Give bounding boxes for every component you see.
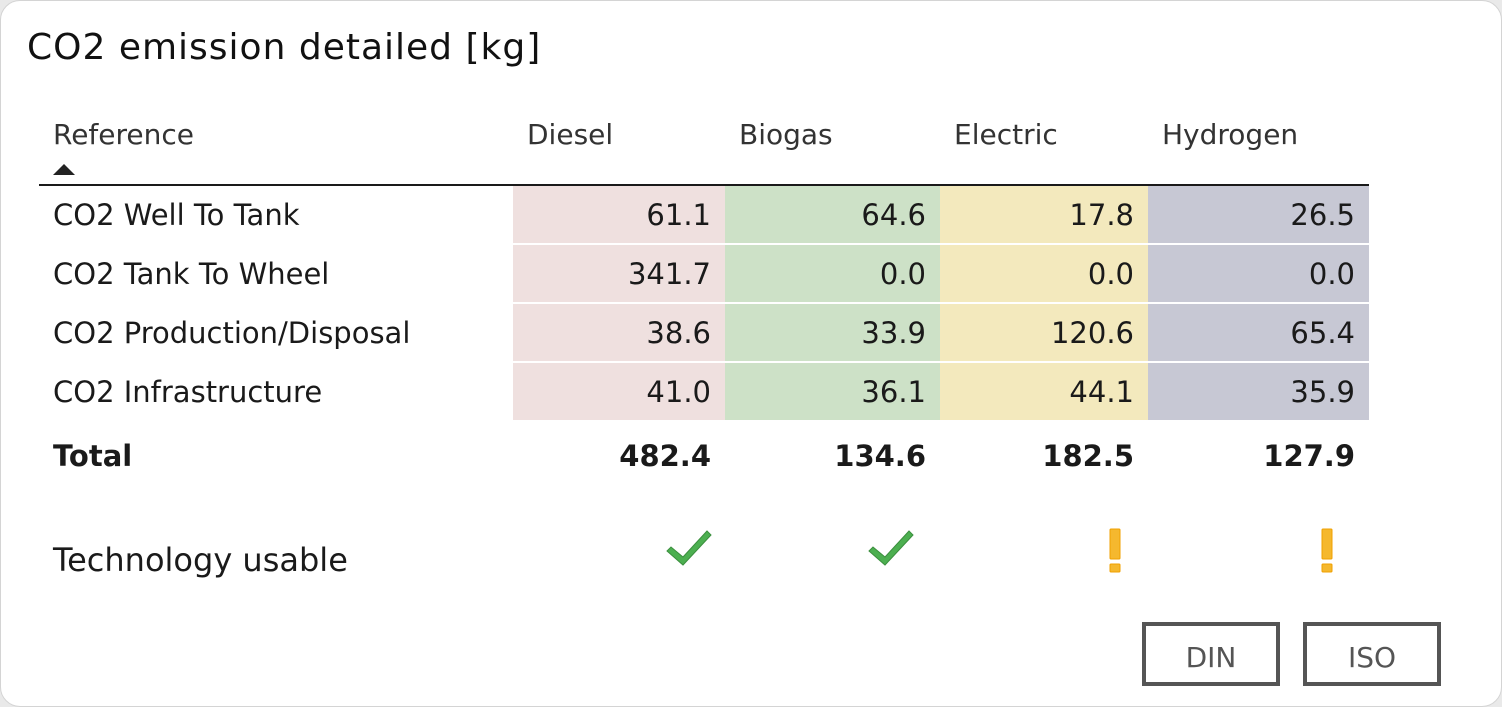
total-electric: 182.5: [1042, 439, 1134, 473]
cell-biogas: 33.9: [725, 304, 940, 363]
card-title: CO2 emission detailed [kg]: [27, 27, 542, 68]
row-label: CO2 Infrastructure: [39, 363, 513, 422]
total-row: Total 482.4 134.6 182.5 127.9: [39, 422, 1369, 486]
row-label: CO2 Tank To Wheel: [39, 245, 513, 304]
cell-biogas: 64.6: [725, 186, 940, 245]
cell-hydrogen: 65.4: [1148, 304, 1369, 363]
cell-diesel: 61.1: [513, 186, 725, 245]
table-row: CO2 Production/Disposal 38.6 33.9 120.6 …: [39, 304, 1369, 363]
sort-ascending-icon: [53, 164, 75, 175]
row-label: CO2 Well To Tank: [39, 186, 513, 245]
total-hydrogen: 127.9: [1263, 439, 1355, 473]
column-header-biogas[interactable]: Biogas: [725, 106, 940, 186]
cell-biogas: 0.0: [725, 245, 940, 304]
iso-button[interactable]: ISO: [1303, 622, 1441, 686]
cell-diesel: 341.7: [513, 245, 725, 304]
table-row: CO2 Infrastructure 41.0 36.1 44.1 35.9: [39, 363, 1369, 422]
column-header-electric[interactable]: Electric: [940, 106, 1148, 186]
total-diesel: 482.4: [619, 439, 711, 473]
cell-electric: 120.6: [940, 304, 1148, 363]
row-label: CO2 Production/Disposal: [39, 304, 513, 363]
electric-warning-icon: [1109, 528, 1121, 573]
din-button[interactable]: DIN: [1142, 622, 1280, 686]
cell-electric: 44.1: [940, 363, 1148, 422]
hydrogen-warning-icon: [1321, 528, 1333, 573]
table-row: CO2 Tank To Wheel 341.7 0.0 0.0 0.0: [39, 245, 1369, 304]
cell-electric: 0.0: [940, 245, 1148, 304]
biogas-usable-checkmark-icon: [868, 530, 914, 566]
emission-table: Reference Diesel Biogas Electric Hydroge…: [39, 106, 1369, 486]
total-biogas: 134.6: [834, 439, 926, 473]
column-header-reference[interactable]: Reference: [39, 106, 513, 186]
table-row: CO2 Well To Tank 61.1 64.6 17.8 26.5: [39, 186, 1369, 245]
diesel-usable-checkmark-icon: [666, 530, 712, 566]
cell-hydrogen: 0.0: [1148, 245, 1369, 304]
cell-biogas: 36.1: [725, 363, 940, 422]
table-header-row: Reference Diesel Biogas Electric Hydroge…: [39, 106, 1369, 186]
column-header-label: Reference: [53, 118, 194, 151]
cell-diesel: 38.6: [513, 304, 725, 363]
cell-hydrogen: 26.5: [1148, 186, 1369, 245]
column-header-diesel[interactable]: Diesel: [513, 106, 725, 186]
cell-hydrogen: 35.9: [1148, 363, 1369, 422]
cell-electric: 17.8: [940, 186, 1148, 245]
technology-usable-label: Technology usable: [53, 541, 348, 579]
total-label: Total: [53, 439, 133, 473]
cell-diesel: 41.0: [513, 363, 725, 422]
column-header-hydrogen[interactable]: Hydrogen: [1148, 106, 1369, 186]
